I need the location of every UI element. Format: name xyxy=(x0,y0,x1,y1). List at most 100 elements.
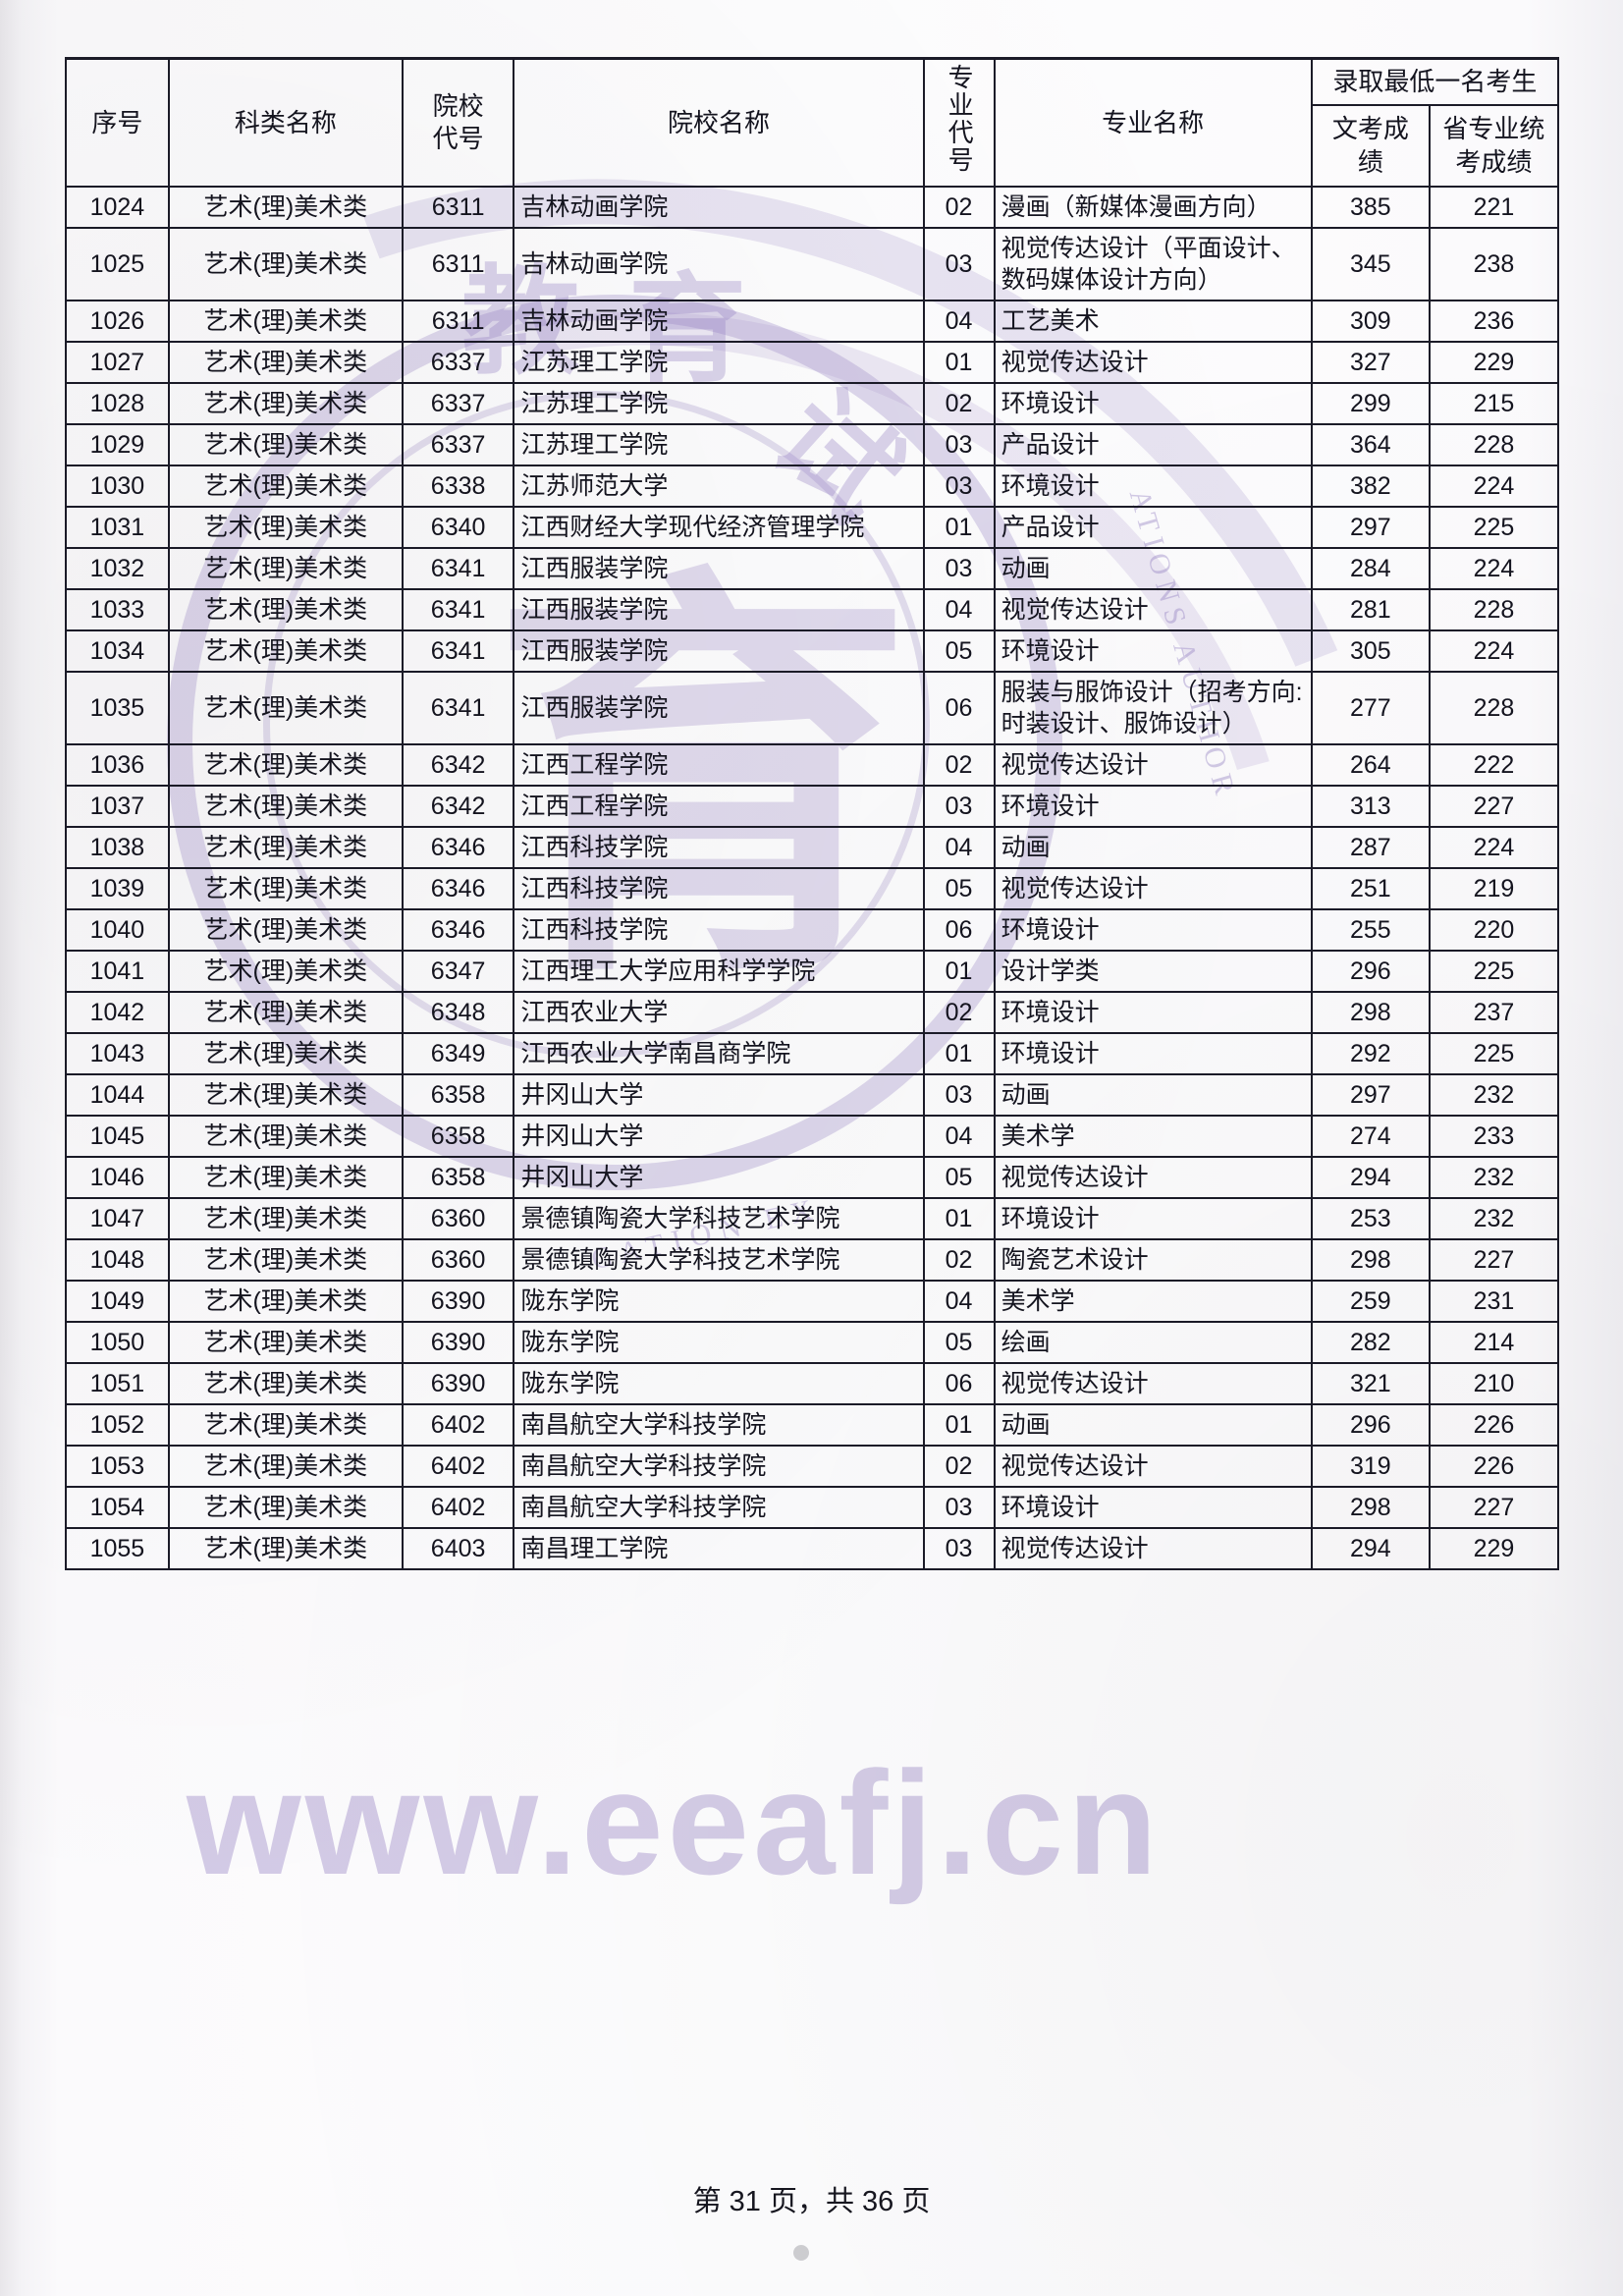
row-school-name: 江西服装学院 xyxy=(513,547,925,591)
row-province-score: 226 xyxy=(1428,1445,1560,1489)
row-major-code: 04 xyxy=(922,588,996,632)
row-school-code: 6346 xyxy=(401,908,515,953)
row-school-name: 江西服装学院 xyxy=(513,629,925,674)
row-major-name: 环境设计 xyxy=(993,785,1313,829)
row-province-score: 225 xyxy=(1428,506,1560,550)
row-major-code: 01 xyxy=(922,1197,996,1241)
table-row: 1048 艺术(理)美术类 6360 景德镇陶瓷大学科技艺术学院 02 陶瓷艺术设计 298… xyxy=(65,1238,1560,1283)
row-school-name: 景德镇陶瓷大学科技艺术学院 xyxy=(513,1197,925,1241)
page-footer: 第 31 页，共 36 页 xyxy=(692,2186,931,2217)
row-culture-score: 296 xyxy=(1310,1403,1431,1448)
row-school-name: 南昌航空大学科技学院 xyxy=(513,1445,925,1489)
row-major-code: 04 xyxy=(922,1115,996,1159)
culture-score-line-2: 绩 xyxy=(1357,146,1383,177)
table-row: 1027 艺术(理)美术类 6337 江苏理工学院 01 视觉传达设计 327 229 xyxy=(65,341,1560,385)
row-school-code: 6346 xyxy=(401,826,515,870)
row-major-code: 03 xyxy=(922,785,996,829)
row-seq: 1043 xyxy=(65,1032,170,1076)
row-category: 艺术(理)美术类 xyxy=(167,1280,404,1324)
culture-score-line-1: 文考成 xyxy=(1331,114,1409,144)
row-major-name: 产品设计 xyxy=(993,423,1313,467)
table-row: 1029 艺术(理)美术类 6337 江苏理工学院 03 产品设计 364 228 xyxy=(65,423,1560,467)
row-province-score: 228 xyxy=(1428,423,1560,467)
row-major-code: 03 xyxy=(922,423,996,467)
row-major-name: 环境设计 xyxy=(993,465,1313,509)
row-school-name: 吉林动画学院 xyxy=(513,186,925,230)
row-category: 艺术(理)美术类 xyxy=(167,1527,404,1571)
row-culture-score: 284 xyxy=(1310,547,1431,591)
table-row: 1041 艺术(理)美术类 6347 江西理工大学应用科学学院 01 设计学类 296 225 xyxy=(65,950,1560,994)
row-school-name: 南昌航空大学科技学院 xyxy=(513,1486,925,1530)
row-major-name: 绘画 xyxy=(993,1321,1313,1365)
row-school-code: 6311 xyxy=(401,300,515,344)
row-major-code: 02 xyxy=(922,186,996,230)
row-seq: 1029 xyxy=(65,423,170,467)
row-major-name: 服装与服饰设计（招考方向:时装设计、服饰设计） xyxy=(993,671,1313,746)
column-header-school-name: 院校名称 xyxy=(513,57,925,189)
table-row: 1028 艺术(理)美术类 6337 江苏理工学院 02 环境设计 299 215 xyxy=(65,382,1560,426)
row-seq: 1052 xyxy=(65,1403,170,1448)
row-culture-score: 385 xyxy=(1310,186,1431,230)
table-row: 1044 艺术(理)美术类 6358 井冈山大学 03 动画 297 232 xyxy=(65,1073,1560,1118)
column-header-seq: 序号 xyxy=(65,57,170,189)
column-header-group-lowest-admitted: 录取最低一名考生 xyxy=(1310,57,1560,107)
row-culture-score: 319 xyxy=(1310,1445,1431,1489)
row-major-code: 03 xyxy=(922,547,996,591)
table-header: 序号 科类名称 院校 代号 院校名称 专业代号 专业名称 录取最低一名考生 文 xyxy=(65,57,1560,189)
row-major-name: 视觉传达设计 xyxy=(993,867,1313,911)
row-seq: 1033 xyxy=(65,588,170,632)
table-row: 1037 艺术(理)美术类 6342 江西工程学院 03 环境设计 313 227 xyxy=(65,785,1560,829)
table-row: 1045 艺术(理)美术类 6358 井冈山大学 04 美术学 274 233 xyxy=(65,1115,1560,1159)
row-school-name: 江西科技学院 xyxy=(513,867,925,911)
table-row: 1054 艺术(理)美术类 6402 南昌航空大学科技学院 03 环境设计 298 227 xyxy=(65,1486,1560,1530)
row-culture-score: 327 xyxy=(1310,341,1431,385)
row-school-name: 江苏理工学院 xyxy=(513,341,925,385)
row-school-name: 陇东学院 xyxy=(513,1321,925,1365)
row-major-code: 04 xyxy=(922,1280,996,1324)
row-culture-score: 321 xyxy=(1310,1362,1431,1406)
row-major-code: 04 xyxy=(922,826,996,870)
row-province-score: 227 xyxy=(1428,785,1560,829)
row-seq: 1049 xyxy=(65,1280,170,1324)
row-seq: 1041 xyxy=(65,950,170,994)
table-row: 1055 艺术(理)美术类 6403 南昌理工学院 03 视觉传达设计 294 229 xyxy=(65,1527,1560,1571)
row-school-code: 6341 xyxy=(401,671,515,746)
row-province-score: 236 xyxy=(1428,300,1560,344)
row-category: 艺术(理)美术类 xyxy=(167,382,404,426)
row-seq: 1034 xyxy=(65,629,170,674)
row-major-code: 06 xyxy=(922,671,996,746)
row-culture-score: 309 xyxy=(1310,300,1431,344)
row-major-name: 动画 xyxy=(993,1073,1313,1118)
row-major-name: 环境设计 xyxy=(993,1032,1313,1076)
row-province-score: 229 xyxy=(1428,341,1560,385)
table-row: 1052 艺术(理)美术类 6402 南昌航空大学科技学院 01 动画 296 226 xyxy=(65,1403,1560,1448)
row-category: 艺术(理)美术类 xyxy=(167,1073,404,1118)
row-culture-score: 364 xyxy=(1310,423,1431,467)
row-seq: 1024 xyxy=(65,186,170,230)
row-seq: 1055 xyxy=(65,1527,170,1571)
row-province-score: 231 xyxy=(1428,1280,1560,1324)
row-culture-score: 294 xyxy=(1310,1527,1431,1571)
row-culture-score: 296 xyxy=(1310,950,1431,994)
row-seq: 1036 xyxy=(65,743,170,788)
row-school-name: 吉林动画学院 xyxy=(513,300,925,344)
row-province-score: 226 xyxy=(1428,1403,1560,1448)
row-seq: 1037 xyxy=(65,785,170,829)
row-major-code: 01 xyxy=(922,506,996,550)
table-row: 1035 艺术(理)美术类 6341 江西服装学院 06 服装与服饰设计（招考方向:时装设… xyxy=(65,671,1560,746)
table-body: 1024 艺术(理)美术类 6311 吉林动画学院 02 漫画（新媒体漫画方向） 385 22… xyxy=(65,186,1560,1571)
column-header-major-name: 专业名称 xyxy=(993,57,1313,189)
table-row: 1034 艺术(理)美术类 6341 江西服装学院 05 环境设计 305 224 xyxy=(65,629,1560,674)
table-row: 1043 艺术(理)美术类 6349 江西农业大学南昌商学院 01 环境设计 292 225 xyxy=(65,1032,1560,1076)
row-province-score: 228 xyxy=(1428,671,1560,746)
row-major-name: 视觉传达设计 xyxy=(993,1156,1313,1200)
row-category: 艺术(理)美术类 xyxy=(167,300,404,344)
table-header-row-1: 序号 科类名称 院校 代号 院校名称 专业代号 专业名称 录取最低一名考生 xyxy=(65,57,1560,189)
row-school-code: 6341 xyxy=(401,547,515,591)
province-score-line-2: 考成绩 xyxy=(1455,146,1533,177)
column-header-category: 科类名称 xyxy=(167,57,404,189)
row-category: 艺术(理)美术类 xyxy=(167,826,404,870)
row-major-name: 视觉传达设计 xyxy=(993,588,1313,632)
row-province-score: 237 xyxy=(1428,991,1560,1035)
